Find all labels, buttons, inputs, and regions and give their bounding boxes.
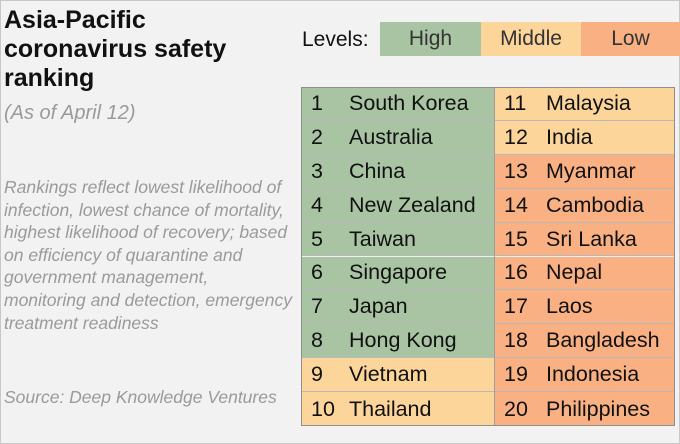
rank-number: 13 xyxy=(504,158,528,183)
rank-number: 1 xyxy=(311,90,323,115)
rank-number: 11 xyxy=(504,90,527,115)
ranking-row: 15 Sri Lanka xyxy=(494,222,675,257)
country-name: Australia xyxy=(349,124,433,149)
ranking-row: 3 China xyxy=(301,154,494,189)
country-name: Vietnam xyxy=(349,362,428,387)
ranking-row: 20 Philippines xyxy=(494,392,675,426)
country-name: Japan xyxy=(349,294,408,319)
column-divider xyxy=(494,87,495,426)
ranking-row: 4 New Zealand xyxy=(301,188,494,223)
rank-number: 18 xyxy=(504,328,528,353)
country-name: South Korea xyxy=(349,90,469,115)
ranking-row: 7 Japan xyxy=(301,290,494,325)
country-name: India xyxy=(546,124,593,149)
page-title: Asia-Pacific coronavirus safety ranking xyxy=(4,6,227,92)
ranking-row: 13 Myanmar xyxy=(494,154,675,189)
country-name: Laos xyxy=(546,294,593,319)
rank-number: 17 xyxy=(504,294,528,319)
rank-number: 19 xyxy=(504,362,528,387)
rank-number: 3 xyxy=(311,158,323,183)
country-name: Bangladesh xyxy=(546,328,660,353)
rank-number: 15 xyxy=(504,226,528,251)
ranking-row: 18 Bangladesh xyxy=(494,324,675,359)
rank-number: 2 xyxy=(311,124,323,149)
country-name: Myanmar xyxy=(546,158,636,183)
country-name: Thailand xyxy=(349,396,432,421)
ranking-row: 9 Vietnam xyxy=(301,358,494,393)
country-name: Nepal xyxy=(546,260,603,285)
ranking-row: 12 India xyxy=(494,120,675,155)
ranking-row: 17 Laos xyxy=(494,290,675,325)
ranking-row: 10 Thailand xyxy=(301,392,494,426)
rank-number: 12 xyxy=(504,124,528,149)
date-subtitle: (As of April 12) xyxy=(4,102,136,124)
ranking-row: 16 Nepal xyxy=(494,256,675,291)
rank-number: 8 xyxy=(311,328,323,353)
rank-number: 9 xyxy=(311,362,323,387)
ranking-row: 2 Australia xyxy=(301,120,494,155)
ranking-row: 11 Malaysia xyxy=(494,87,675,121)
country-name: Singapore xyxy=(349,260,448,285)
rank-number: 14 xyxy=(504,192,528,217)
rank-number: 5 xyxy=(311,226,323,251)
rank-number: 10 xyxy=(311,396,335,421)
country-name: China xyxy=(349,158,406,183)
source-credit: Source: Deep Knowledge Ventures xyxy=(4,387,277,407)
rank-number: 4 xyxy=(311,192,323,217)
rank-number: 7 xyxy=(311,294,323,319)
ranking-row: 6 Singapore xyxy=(301,256,494,291)
rank-number: 6 xyxy=(311,260,323,285)
country-name: New Zealand xyxy=(349,192,476,217)
legend-label: Levels: xyxy=(302,28,369,51)
country-name: Cambodia xyxy=(546,192,644,217)
ranking-row: 1 South Korea xyxy=(301,87,494,121)
methodology-note: Rankings reflect lowest likelihood of in… xyxy=(4,177,292,333)
rank-number: 20 xyxy=(504,396,528,421)
country-name: Sri Lanka xyxy=(546,226,637,251)
rank-number: 16 xyxy=(504,260,528,285)
ranking-table: 1 South Korea 2 Australia 3 China 4 New Zealand… xyxy=(301,87,675,426)
legend-item-high: High xyxy=(380,22,481,56)
ranking-row: 5 Taiwan xyxy=(301,222,494,257)
country-name: Hong Kong xyxy=(349,328,457,353)
country-name: Philippines xyxy=(546,396,650,421)
country-name: Taiwan xyxy=(349,226,416,251)
country-name: Indonesia xyxy=(546,362,640,387)
legend-item-low: Low xyxy=(581,22,680,56)
ranking-row: 19 Indonesia xyxy=(494,358,675,393)
country-name: Malaysia xyxy=(546,90,631,115)
ranking-row: 8 Hong Kong xyxy=(301,324,494,359)
legend-item-middle: Middle xyxy=(481,22,581,56)
ranking-row: 14 Cambodia xyxy=(494,188,675,223)
